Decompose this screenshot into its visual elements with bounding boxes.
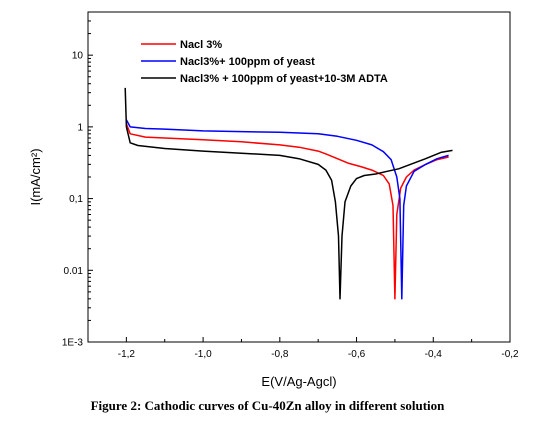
x-tick-label: -1,0	[194, 349, 212, 360]
y-tick-label: 0.01	[64, 266, 84, 277]
figure-caption: Figure 2: Cathodic curves of Cu-40Zn all…	[90, 398, 445, 413]
series-line-1	[125, 123, 449, 300]
series-line-3	[124, 87, 453, 300]
y-tick-label: 1E-3	[62, 338, 84, 349]
x-tick-label: -1,2	[118, 349, 136, 360]
x-tick-label: -0,6	[348, 349, 366, 360]
x-axis: -1,2 -1,0 -0,8 -0,6 -0,4 -0,2	[118, 337, 519, 360]
x-tick-label: -0,4	[425, 349, 443, 360]
x-tick-label: -0,8	[271, 349, 289, 360]
series-line-2	[125, 119, 449, 300]
y-axis-title: I(mA/cm²)	[28, 148, 43, 205]
y-tick-label: 0,1	[69, 194, 83, 205]
legend-label-2: Nacl3%+ 100ppm of yeast	[180, 56, 315, 68]
x-tick-label: -0,2	[501, 349, 519, 360]
legend: Nacl 3% Nacl3%+ 100ppm of yeast Nacl3% + 1…	[141, 39, 388, 85]
legend-label-3: Nacl3% + 100ppm of yeast+10-3M ADTA	[180, 73, 388, 85]
y-tick-label: 1	[77, 122, 83, 133]
y-tick-label: 10	[72, 51, 84, 62]
curves	[124, 87, 453, 300]
y-axis: 1E-3 0.01 0,1 1 10	[62, 20, 93, 349]
x-axis-title: E(V/Ag-Agcl)	[261, 374, 336, 389]
legend-label-1: Nacl 3%	[180, 39, 222, 51]
